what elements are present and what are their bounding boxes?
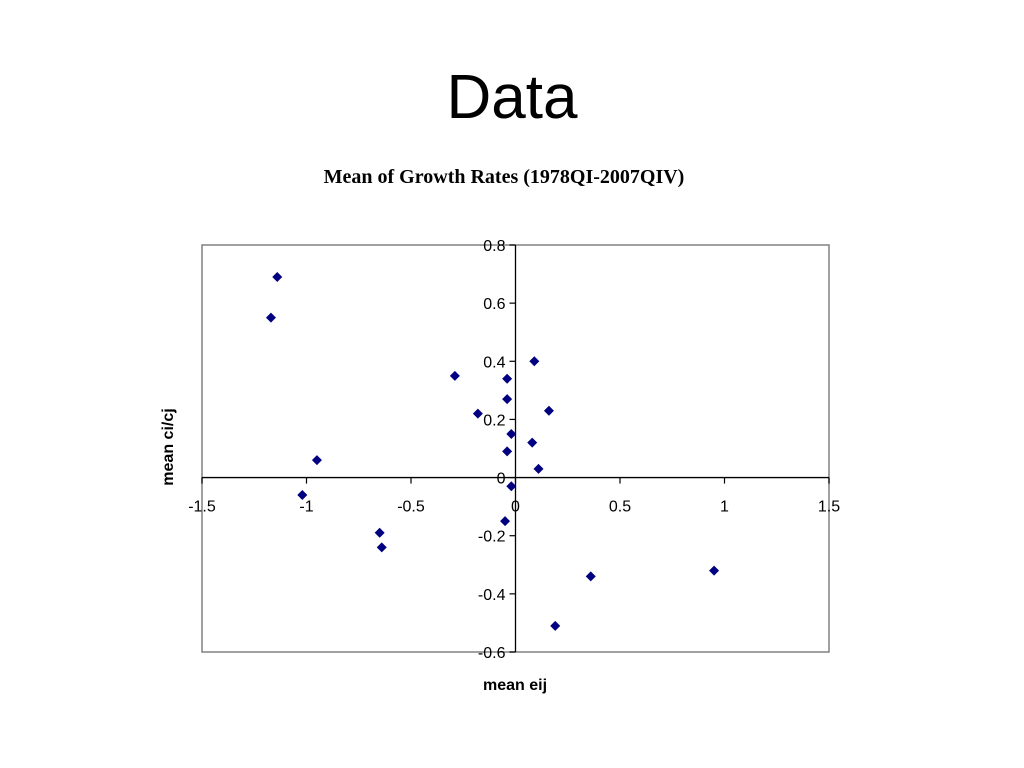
- y-axis-label: mean ci/cj: [160, 408, 177, 485]
- data-point: [585, 571, 596, 582]
- data-point: [502, 446, 513, 457]
- data-point: [265, 312, 276, 323]
- y-tick-label: 0.8: [483, 238, 505, 255]
- y-tick-label: 0.6: [483, 296, 505, 313]
- axes: [202, 245, 829, 652]
- x-tick-label: -1.5: [188, 499, 216, 516]
- data-point: [533, 463, 544, 474]
- x-tick-label: -0.5: [397, 499, 425, 516]
- data-point: [297, 490, 308, 501]
- x-tick-label: 0: [511, 499, 520, 516]
- y-tick-label: 0: [497, 471, 506, 488]
- x-tick-label: -1: [299, 499, 313, 516]
- y-tick-label: -0.6: [478, 645, 506, 662]
- x-tick-label: 1.5: [818, 499, 840, 516]
- data-point: [550, 620, 561, 631]
- data-point: [543, 405, 554, 416]
- y-tick-label: -0.2: [478, 529, 506, 546]
- data-point: [449, 370, 460, 381]
- data-point: [272, 271, 283, 282]
- data-point: [374, 527, 385, 538]
- data-points: [265, 271, 720, 631]
- x-axis-label: mean eij: [483, 677, 547, 694]
- data-point: [472, 408, 483, 419]
- data-point: [502, 373, 513, 384]
- y-tick-label: 0.2: [483, 412, 505, 429]
- data-point: [376, 542, 387, 553]
- y-tick-labels: -0.6 -0.4 -0.2 0 0.2 0.4 0.6 0.8: [478, 238, 516, 662]
- data-point: [529, 356, 540, 367]
- x-tick-label: 0.5: [609, 499, 631, 516]
- data-point: [502, 394, 513, 405]
- data-point: [527, 437, 538, 448]
- data-point: [311, 455, 322, 466]
- x-tick-labels: -1.5 -1 -0.5 0 0.5 1 1.5: [188, 477, 840, 516]
- y-tick-label: -0.4: [478, 587, 506, 604]
- data-point: [709, 565, 720, 576]
- y-tick-label: 0.4: [483, 354, 505, 371]
- chart-title: Mean of Growth Rates (1978QI-2007QIV): [324, 166, 685, 188]
- x-tick-label: 1: [720, 499, 729, 516]
- data-point: [500, 516, 511, 527]
- data-point: [506, 481, 517, 492]
- data-point: [506, 428, 517, 439]
- slide-title: Data: [446, 63, 578, 132]
